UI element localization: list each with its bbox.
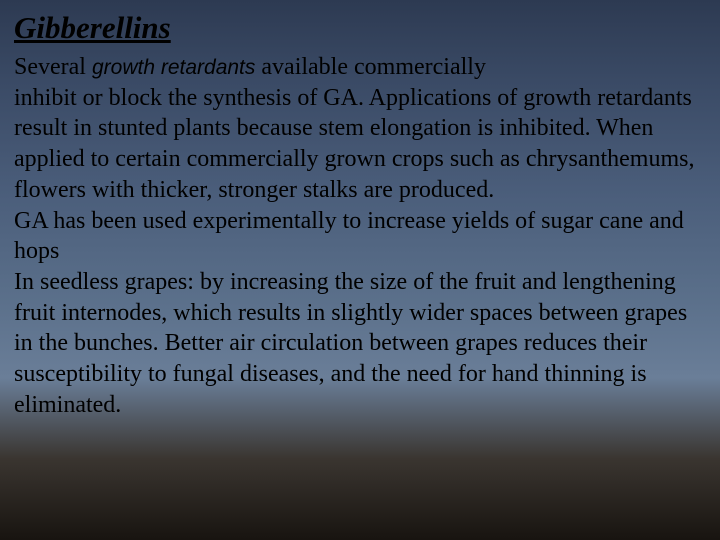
body-line1-part1: Several (14, 54, 92, 80)
slide-body: Several growth retardants available comm… (14, 52, 706, 421)
growth-retardants-text: growth retardants (92, 56, 255, 79)
slide-title: Gibberellins (14, 10, 706, 46)
body-para3: In seedless grapes: by increasing the si… (14, 269, 687, 418)
body-para1-rest: inhibit or block the synthesis of GA. Ap… (14, 85, 694, 203)
body-line1-part2: available commercially (255, 54, 486, 80)
body-para2: GA has been used experimentally to incre… (14, 208, 684, 265)
